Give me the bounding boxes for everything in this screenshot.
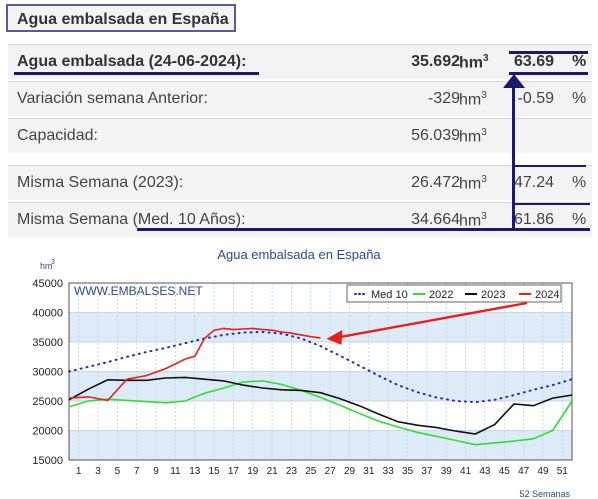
chart-title: Agua embalsada en España bbox=[217, 247, 381, 262]
x-tick-label: 7 bbox=[134, 466, 140, 477]
row-pct: 63.69 bbox=[513, 53, 554, 70]
row-label: Misma Semana (2023): bbox=[17, 174, 184, 191]
connector-horizontal-2023 bbox=[512, 165, 586, 167]
x-tick-label: 9 bbox=[153, 466, 159, 477]
row-label: Misma Semana (Med. 10 Años): bbox=[17, 211, 246, 228]
chart-watermark: WWW.EMBALSES.NET bbox=[74, 284, 203, 298]
x-tick-label: 31 bbox=[363, 466, 375, 477]
annotation-arrow-head bbox=[326, 329, 343, 345]
plot-band bbox=[69, 371, 572, 401]
legend-box bbox=[346, 284, 562, 303]
x-tick-label: 37 bbox=[421, 466, 433, 477]
series-line-2022 bbox=[68, 380, 573, 446]
connector-vertical bbox=[512, 84, 515, 230]
series-line-2023 bbox=[68, 376, 573, 435]
x-tick-label: 23 bbox=[286, 466, 298, 477]
row-value: 35.692 bbox=[411, 53, 460, 70]
legend-label: 2023 bbox=[481, 289, 505, 301]
row-label: Capacidad: bbox=[17, 127, 98, 144]
row-pct-sign: % bbox=[572, 90, 587, 107]
x-tick-label: 29 bbox=[344, 466, 356, 477]
x-tick-label: 15 bbox=[209, 466, 221, 477]
row-pct-sign: % bbox=[572, 211, 587, 228]
x-tick-label: 11 bbox=[170, 466, 181, 477]
x-tick-label: 51 bbox=[557, 466, 569, 477]
row-pct-sign: % bbox=[572, 174, 587, 191]
row-pct: 47.24 bbox=[513, 174, 554, 191]
x-tick-label: 49 bbox=[537, 466, 549, 477]
y-tick-label: 30000 bbox=[32, 367, 63, 379]
y-tick-label: 25000 bbox=[32, 396, 63, 408]
row-unit: hm3 bbox=[459, 127, 487, 146]
row-value: 56.039 bbox=[411, 127, 460, 144]
x-tick-label: 25 bbox=[305, 466, 317, 477]
summary-row-2023: Misma Semana (2023): 26.472 hm3 47.24 % bbox=[8, 165, 592, 200]
y-axis-unit: hm bbox=[40, 261, 53, 271]
box-med10-top bbox=[512, 203, 590, 205]
y-tick-label: 35000 bbox=[32, 337, 63, 349]
y-tick-label: 45000 bbox=[32, 278, 63, 290]
plot-band bbox=[69, 401, 572, 431]
x-tick-label: 45 bbox=[499, 466, 511, 477]
x-tick-label: 33 bbox=[383, 466, 395, 477]
x-tick-label: 35 bbox=[402, 466, 414, 477]
x-tick-label: 21 bbox=[267, 466, 279, 477]
row-unit: hm3 bbox=[459, 211, 487, 230]
page-title: Agua embalsada en España bbox=[17, 11, 229, 28]
legend-label: Med 10 bbox=[371, 289, 408, 301]
underline-current bbox=[14, 72, 259, 75]
x-tick-label: 43 bbox=[479, 466, 491, 477]
row-label: Variación semana Anterior: bbox=[17, 90, 208, 107]
y-tick-label: 40000 bbox=[32, 308, 63, 320]
x-tick-label: 19 bbox=[247, 466, 259, 477]
legend-label: 2022 bbox=[429, 289, 453, 301]
summary-row-capacity: Capacidad: 56.039 hm3 bbox=[8, 118, 592, 153]
x-tick-label: 41 bbox=[460, 466, 472, 477]
box-current-pct-bottom bbox=[509, 72, 588, 75]
x-tick-label: 5 bbox=[115, 466, 121, 477]
box-current-pct-top bbox=[509, 51, 588, 54]
row-value: 26.472 bbox=[411, 174, 460, 191]
x-tick-label: 39 bbox=[441, 466, 453, 477]
page-title-box: Agua embalsada en España bbox=[6, 4, 236, 32]
row-pct: -0.59 bbox=[517, 90, 554, 107]
plot-band bbox=[69, 312, 572, 342]
plot-band bbox=[69, 430, 572, 460]
legend-label: 2024 bbox=[535, 289, 559, 301]
x-tick-label: 17 bbox=[228, 466, 240, 477]
row-unit: hm3 bbox=[459, 90, 487, 109]
arrow-up-icon bbox=[503, 74, 525, 88]
y-tick-label: 15000 bbox=[32, 455, 63, 467]
summary-row-variation: Variación semana Anterior: -329 hm3 -0.5… bbox=[8, 81, 592, 116]
row-value: 34.664 bbox=[411, 211, 460, 228]
y-tick-label: 20000 bbox=[32, 426, 63, 438]
x-axis-label: 52 Semanas bbox=[519, 489, 570, 499]
x-tick-label: 27 bbox=[325, 466, 337, 477]
x-tick-label: 13 bbox=[189, 466, 201, 477]
row-value: -329 bbox=[427, 90, 460, 107]
row-pct: 61.86 bbox=[513, 211, 554, 228]
x-tick-label: 3 bbox=[95, 466, 101, 477]
annotation-arrow-shaft bbox=[340, 301, 528, 339]
series-line-2024 bbox=[68, 327, 321, 402]
row-unit: hm3 bbox=[459, 53, 489, 72]
row-unit: hm3 bbox=[459, 174, 487, 193]
x-tick-label: 1 bbox=[76, 466, 82, 477]
underline-med10 bbox=[137, 228, 590, 231]
row-label: Agua embalsada (24-06-2024): bbox=[17, 53, 247, 70]
summary-row-med10: Misma Semana (Med. 10 Años): 34.664 hm3 … bbox=[8, 202, 592, 237]
y-axis-unit-sup: 3 bbox=[51, 259, 55, 266]
x-tick-label: 47 bbox=[518, 466, 530, 477]
reservoir-chart: Agua embalsada en Españahm31500020000250… bbox=[32, 247, 573, 499]
row-pct-sign: % bbox=[572, 53, 587, 70]
series-line-med-10 bbox=[68, 330, 573, 404]
